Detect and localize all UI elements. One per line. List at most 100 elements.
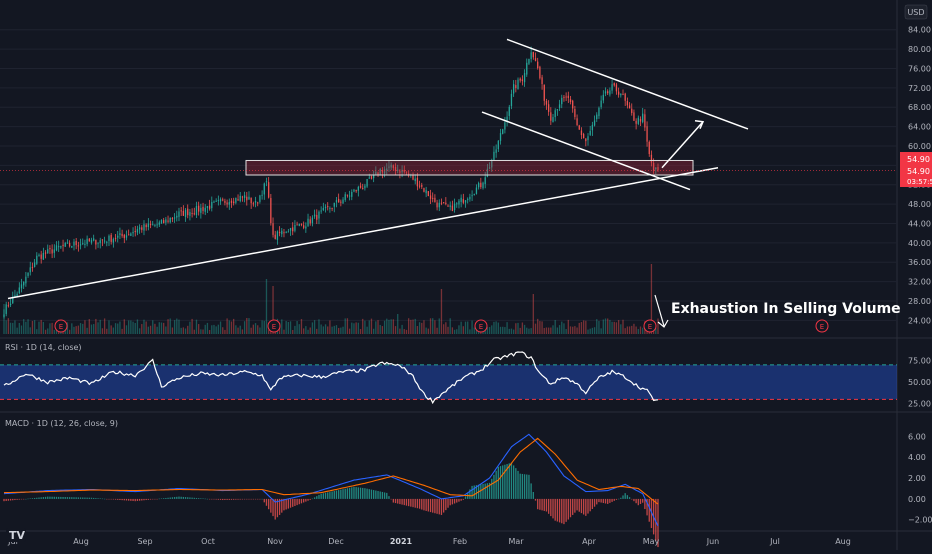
macd-histogram-bar — [47, 496, 49, 499]
macd-tick-label: 0.00 — [908, 495, 926, 504]
candle-body — [311, 217, 314, 224]
macd-histogram-bar — [117, 498, 119, 500]
macd-histogram-bar — [574, 498, 576, 513]
volume-bar — [491, 325, 493, 334]
macd-histogram-bar — [16, 498, 18, 500]
candle-body — [254, 201, 257, 203]
volume-bar — [51, 322, 53, 334]
candle-body — [451, 205, 454, 211]
volume-bar — [390, 319, 392, 334]
candle-body — [427, 191, 429, 196]
candle-body — [296, 224, 298, 226]
candle-body — [132, 231, 134, 234]
macd-histogram-bar — [458, 498, 460, 502]
rsi-panel — [0, 351, 897, 405]
macd-histogram-bar — [292, 498, 294, 507]
macd-histogram-bar — [471, 485, 473, 499]
candle-body — [103, 240, 106, 242]
macd-histogram-bar — [239, 498, 241, 500]
candle-body — [644, 114, 646, 128]
macd-histogram-bar — [440, 498, 443, 515]
countdown-text: 03:57:5 — [907, 178, 932, 186]
candle-body — [134, 230, 136, 232]
candle-body — [580, 130, 583, 136]
price-tick-label: 36.00 — [908, 258, 931, 267]
volume-bar — [438, 318, 440, 334]
candle-body — [598, 107, 600, 116]
candle-body — [270, 198, 272, 224]
annotation-arrow-head — [657, 319, 669, 328]
candle-body — [154, 224, 156, 226]
candle-body — [318, 211, 320, 219]
volume-bar — [528, 328, 530, 334]
candle-body — [53, 249, 55, 253]
last-price-text-2: 54.90 — [907, 167, 930, 176]
macd-histogram-bar — [294, 498, 296, 506]
volume-bar — [173, 320, 176, 334]
volume-bar — [254, 323, 257, 334]
volume-bar — [622, 319, 624, 334]
candle-body — [333, 202, 335, 207]
macd-histogram-bar — [523, 474, 526, 499]
macd-histogram-bar — [178, 496, 180, 499]
candle-body — [484, 177, 486, 184]
macd-histogram-bar — [261, 498, 263, 500]
volume-bar — [633, 323, 635, 334]
volume-bar — [324, 324, 327, 334]
candle-body — [305, 226, 307, 229]
candle-body — [657, 167, 659, 171]
candle-body — [58, 246, 60, 248]
candle-body — [252, 203, 255, 205]
tradingview-logo[interactable]: TV — [6, 528, 26, 542]
candle-body — [136, 229, 139, 233]
candle-body — [219, 199, 222, 202]
candle-body — [554, 110, 556, 118]
volume-bar — [418, 322, 421, 334]
volume-bar — [593, 327, 596, 334]
macd-histogram-bar — [189, 497, 191, 499]
volume-bar — [456, 329, 458, 334]
candle-body — [187, 208, 189, 216]
macd-histogram-bar — [394, 498, 397, 504]
candle-body — [438, 202, 440, 208]
macd-histogram-bar — [62, 497, 64, 499]
macd-histogram-bar — [108, 498, 110, 500]
candle-body — [257, 202, 259, 204]
currency-badge[interactable] — [904, 4, 928, 20]
candle-body — [655, 167, 657, 170]
volume-bar — [462, 326, 464, 334]
candle-body — [477, 183, 480, 188]
candle-body — [149, 224, 152, 226]
volume-bar — [523, 324, 526, 334]
candle-body — [403, 169, 405, 172]
rsi-title: RSI · 1D (14, close) — [5, 343, 82, 352]
volume-bar — [101, 328, 104, 334]
volume-bar — [543, 327, 545, 334]
candle-body — [648, 141, 650, 154]
candle-body — [355, 189, 357, 192]
candle-body — [429, 195, 432, 199]
candle-body — [36, 255, 38, 264]
candle-body — [578, 125, 580, 130]
price-tick-label: 84.00 — [908, 26, 931, 35]
macd-histogram-bar — [460, 498, 462, 501]
macd-histogram-bar — [90, 497, 93, 499]
volume-bar — [125, 325, 128, 334]
volume-bar — [316, 328, 318, 334]
volume-bar — [510, 328, 513, 334]
volume-bar — [467, 321, 469, 334]
volume-bar — [576, 327, 578, 334]
candle-body — [375, 171, 377, 175]
macd-histogram-bar — [195, 497, 198, 499]
macd-histogram-bar — [449, 498, 451, 506]
macd-histogram-bar — [556, 498, 559, 522]
candle-body — [377, 172, 379, 175]
candle-body — [567, 95, 569, 98]
volume-bar — [515, 323, 517, 334]
candle-body — [607, 91, 609, 94]
candle-body — [303, 225, 305, 228]
macd-histogram-bar — [423, 498, 425, 511]
